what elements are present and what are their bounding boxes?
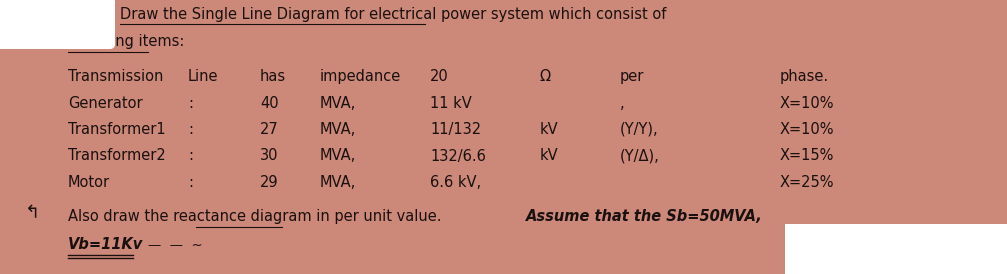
- Text: impedance: impedance: [320, 69, 401, 84]
- Text: Also draw the reactance diagram in per unit value.: Also draw the reactance diagram in per u…: [68, 209, 446, 224]
- Text: phase.: phase.: [780, 69, 829, 84]
- Text: :: :: [188, 175, 193, 190]
- Text: Draw the Single Line Diagram for electrical power system which consist of: Draw the Single Line Diagram for electri…: [120, 7, 667, 22]
- Text: 11 kV: 11 kV: [430, 96, 471, 110]
- Text: MVA,: MVA,: [320, 122, 356, 137]
- Text: MVA,: MVA,: [320, 175, 356, 190]
- Text: MVA,: MVA,: [320, 96, 356, 110]
- Text: ,: ,: [620, 96, 624, 110]
- Text: per: per: [620, 69, 644, 84]
- Text: kV: kV: [540, 122, 559, 137]
- Text: Transformer1: Transformer1: [68, 122, 165, 137]
- Text: Transformer2: Transformer2: [68, 149, 166, 164]
- Text: following items:: following items:: [68, 34, 184, 49]
- Text: X=10%: X=10%: [780, 122, 835, 137]
- Text: Transmission: Transmission: [68, 69, 163, 84]
- Text: MVA,: MVA,: [320, 149, 356, 164]
- FancyBboxPatch shape: [0, 0, 115, 49]
- Text: X=25%: X=25%: [780, 175, 835, 190]
- Text: X=10%: X=10%: [780, 96, 835, 110]
- Text: 29: 29: [260, 175, 279, 190]
- Text: 11/132: 11/132: [430, 122, 481, 137]
- Text: :: :: [188, 96, 193, 110]
- Text: Vb=11Kv: Vb=11Kv: [68, 237, 143, 252]
- Text: (Y/Δ),: (Y/Δ),: [620, 149, 660, 164]
- Text: kV: kV: [540, 149, 559, 164]
- Text: ↰: ↰: [25, 204, 40, 222]
- Text: (Y/Y),: (Y/Y),: [620, 122, 659, 137]
- Text: —  —  ∼: — — ∼: [148, 239, 202, 252]
- Text: :: :: [188, 122, 193, 137]
- Text: Motor: Motor: [68, 175, 110, 190]
- Text: 27: 27: [260, 122, 279, 137]
- Bar: [785, 224, 1007, 274]
- Text: has: has: [260, 69, 286, 84]
- Text: 30: 30: [260, 149, 279, 164]
- Text: Generator: Generator: [68, 96, 143, 110]
- Text: 6.6 kV,: 6.6 kV,: [430, 175, 481, 190]
- Text: 40: 40: [260, 96, 279, 110]
- Text: Line: Line: [188, 69, 219, 84]
- Text: :: :: [188, 149, 193, 164]
- Text: Ω: Ω: [540, 69, 551, 84]
- Text: 132/6.6: 132/6.6: [430, 149, 485, 164]
- Text: 20: 20: [430, 69, 449, 84]
- Text: X=15%: X=15%: [780, 149, 835, 164]
- Text: Assume that the Sb=50MVA,: Assume that the Sb=50MVA,: [526, 209, 762, 224]
